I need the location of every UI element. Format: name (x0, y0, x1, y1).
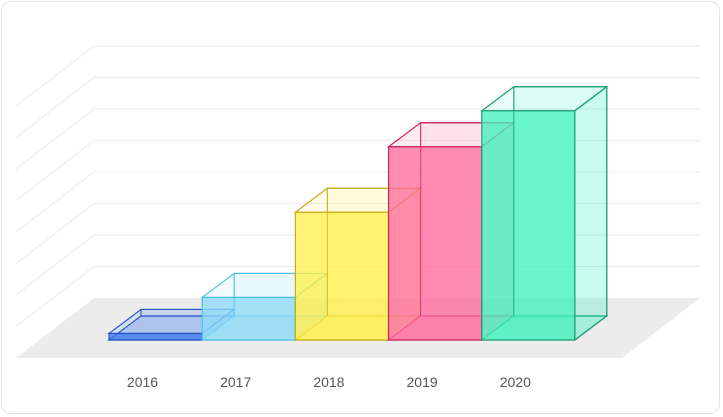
x-tick-label: 2016 (127, 374, 158, 390)
x-tick-labels: 2016 2017 2018 2019 2020 (127, 374, 531, 390)
x-tick-label: 2020 (500, 374, 531, 390)
x-tick-label: 2018 (313, 374, 344, 390)
gridline-side (15, 266, 95, 327)
gridline-side (15, 140, 95, 201)
x-tick-label: 2017 (220, 374, 251, 390)
gridline-side (15, 203, 95, 264)
gridline-side (15, 77, 95, 138)
bar-front-face (388, 146, 483, 341)
gridline-side (15, 45, 95, 107)
bars (107, 85, 609, 342)
bar-front-face (201, 296, 296, 341)
bar-side-face (574, 85, 608, 342)
bar-front-face (481, 110, 576, 341)
gridline-side (15, 234, 95, 296)
bar-2020 (479, 85, 609, 342)
gridline-side (15, 108, 95, 170)
x-tick-label: 2019 (407, 374, 438, 390)
bar-front-face (294, 211, 389, 341)
bar-front-face (108, 332, 203, 341)
gridline-side (15, 171, 95, 233)
